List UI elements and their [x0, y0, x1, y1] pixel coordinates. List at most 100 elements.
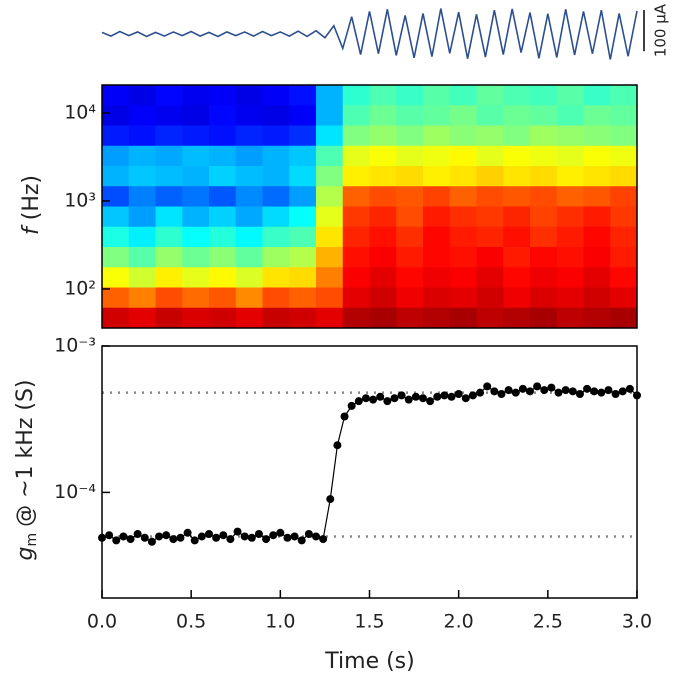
heatmap-cell — [235, 307, 263, 329]
heatmap-cell — [128, 186, 156, 207]
data-point — [583, 384, 592, 393]
heatmap-cell — [235, 287, 263, 309]
heatmap-cell — [583, 287, 611, 309]
heatmap-cell — [530, 247, 558, 268]
data-point — [476, 388, 485, 397]
x-tick-label: 3.0 — [622, 611, 652, 633]
x-tick-label: 1.5 — [354, 611, 384, 633]
heatmap-cell — [449, 166, 477, 187]
heatmap-cell — [449, 307, 477, 329]
data-point — [383, 397, 392, 406]
heatmap-cell — [262, 85, 290, 106]
heatmap-cell — [530, 125, 558, 147]
heatmap-cell — [235, 247, 263, 268]
heatmap-cell — [423, 186, 451, 207]
data-point — [533, 382, 542, 391]
heatmap-cell — [342, 206, 370, 228]
heatmap-cell — [476, 105, 504, 126]
heatmap-cell — [235, 206, 263, 228]
heatmap-cell — [476, 307, 504, 329]
data-point — [226, 535, 235, 544]
heatmap-cell — [316, 206, 344, 228]
heatmap-cell — [102, 125, 130, 147]
heatmap-cell — [503, 85, 531, 106]
data-point — [411, 392, 420, 401]
heatmap-cell — [342, 105, 370, 126]
heatmap-cell — [182, 105, 210, 126]
data-point — [554, 388, 563, 397]
data-point — [297, 536, 306, 545]
data-point — [190, 536, 199, 545]
data-point — [468, 391, 477, 400]
heatmap-cell — [423, 307, 451, 329]
heatmap-cell — [316, 247, 344, 268]
heatmap-cell — [209, 166, 237, 187]
heatmap-cell — [610, 287, 638, 309]
data-point — [283, 533, 292, 542]
heatmap-cell — [369, 125, 397, 147]
heatmap-cell — [476, 85, 504, 106]
heatmap-cell — [102, 287, 130, 309]
heatmap-cell — [530, 105, 558, 126]
heatmap-cell — [262, 267, 290, 288]
heatmap-cell — [503, 226, 531, 248]
heatmap-cell — [102, 85, 130, 106]
data-point — [254, 529, 263, 538]
heatmap-cell — [316, 186, 344, 207]
heatmap-cell — [316, 105, 344, 126]
heatmap-cell — [423, 105, 451, 126]
y-tick-label: 10² — [64, 277, 96, 299]
heatmap-cell — [209, 145, 237, 167]
heatmap-cell — [556, 267, 584, 288]
heatmap-cell — [289, 85, 317, 106]
heatmap-cell — [155, 267, 183, 288]
data-point — [312, 532, 320, 541]
heatmap-cell — [610, 206, 638, 228]
heatmap-cell — [396, 247, 424, 268]
heatmap-cell — [556, 247, 584, 268]
heatmap-cell — [182, 145, 210, 167]
heatmap-cell — [583, 85, 611, 106]
data-point — [483, 382, 492, 391]
heatmap-cell — [503, 125, 531, 147]
heatmap-cell — [556, 166, 584, 187]
heatmap-cell — [155, 307, 183, 329]
data-point — [426, 397, 435, 406]
heatmap-cell — [235, 85, 263, 106]
heatmap-cell — [503, 287, 531, 309]
heatmap-cell — [423, 85, 451, 106]
heatmap-cell — [316, 307, 344, 329]
heatmap-cell — [235, 125, 263, 147]
heatmap-cell — [342, 307, 370, 329]
heatmap-cell — [530, 166, 558, 187]
heatmap-cell — [369, 206, 397, 228]
heatmap-cell — [342, 85, 370, 106]
heatmap-cell — [289, 125, 317, 147]
heatmap-cell — [209, 267, 237, 288]
heatmap-cell — [476, 247, 504, 268]
data-point — [326, 495, 335, 504]
heatmap-cell — [476, 267, 504, 288]
heatmap-cell — [182, 247, 210, 268]
data-point — [561, 386, 570, 395]
heatmap-cell — [128, 247, 156, 268]
heatmap-cell — [182, 267, 210, 288]
data-point — [276, 528, 285, 537]
heatmap-cell — [262, 287, 290, 309]
data-point — [183, 528, 192, 537]
heatmap-cell — [102, 267, 130, 288]
data-point — [354, 397, 363, 406]
heatmap-cell — [289, 186, 317, 207]
heatmap-cell — [610, 226, 638, 248]
data-point — [590, 387, 599, 396]
data-point — [618, 387, 627, 396]
data-point — [197, 532, 206, 541]
heatmap-cell — [423, 267, 451, 288]
heatmap-cell — [396, 186, 424, 207]
data-point — [397, 391, 406, 400]
heatmap-cell — [423, 125, 451, 147]
heatmap-cell — [610, 85, 638, 106]
heatmap-cell — [102, 307, 130, 329]
data-point — [540, 386, 549, 395]
heatmap-cell — [235, 267, 263, 288]
